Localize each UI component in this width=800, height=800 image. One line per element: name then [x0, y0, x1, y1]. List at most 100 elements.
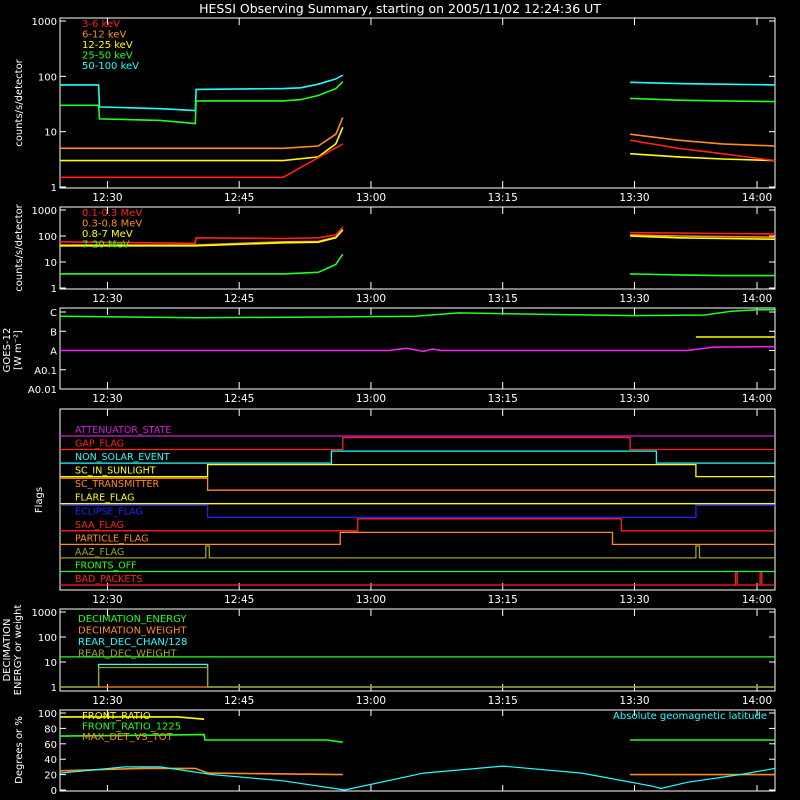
panel1-ytick-label-3: 1000 [32, 17, 57, 28]
panel2-series-0-seg-0 [59, 226, 344, 245]
panel1-series-4-seg-1 [629, 139, 776, 162]
panel4-flag-line-11 [60, 572, 775, 586]
panel1-ytick-label-2: 100 [38, 72, 57, 83]
panel4-flag-label-3: SC_IN_SUNLIGHT [75, 466, 156, 477]
panel2-series-2-seg-0 [60, 229, 344, 247]
panel3-ytick-label-4: A0.01 [28, 385, 57, 396]
panel6-ytick-label-5: 100 [38, 709, 57, 720]
chart-title: HESSI Observing Summary, starting on 200… [199, 1, 601, 16]
panel5-frame [59, 608, 776, 692]
panel4-flag-label-0: ATTENUATOR_STATE [75, 425, 171, 436]
panel4-xtick-label-3: 13:15 [488, 594, 518, 606]
panel6-ytick-label-2: 40 [44, 755, 57, 766]
panel1-xtick-label-5: 14:00 [742, 192, 772, 204]
panel4-ylabel: Flags [34, 487, 45, 513]
panel2-xtick-label-1: 12:45 [224, 293, 254, 305]
panel4-xtick-label-0: 12:30 [92, 594, 122, 606]
panel1-xtick-label-0: 12:30 [92, 192, 122, 204]
panel2-series-2-seg-1 [630, 235, 776, 240]
panel6-ytick-label-3: 60 [44, 740, 57, 751]
panel6-series-2-seg-0 [59, 767, 343, 776]
panel3-ytick-label-2: A [50, 347, 57, 358]
panel2-legend-3: 7-20 MeV [82, 240, 130, 251]
panel5-legend-2: REAR_DEC_CHAN/128 [78, 637, 187, 648]
panel1-series-4-seg-0 [60, 143, 344, 179]
panel5-xtick-label-2: 13:00 [356, 695, 386, 707]
panel3-ylabel-2: [W m⁻²] [13, 330, 24, 370]
panel1-legend-4: 50-100 keV [82, 61, 139, 72]
panel4-frame [59, 408, 776, 591]
panel2-ytick-label-3: 1000 [32, 206, 57, 217]
panel3-ylabel-1: GOES-12 [2, 328, 13, 373]
panel4-flag-label-1: GAP_FLAG [75, 439, 124, 450]
panel6-legend-1: FRONT_RATIO_1225 [82, 722, 181, 733]
panel1-legend-2: 12-25 keV [82, 40, 133, 51]
panel5-xtick-label-4: 13:30 [619, 695, 649, 707]
panel5-xtick-label-1: 12:45 [224, 695, 254, 707]
panel5-ylabel-1: DECIMATION [2, 618, 13, 681]
panel5-legend-3: REAR_DEC_WEIGHT [78, 649, 177, 660]
panel3-xtick-label-0: 12:30 [92, 393, 122, 405]
panel2-series-1-seg-1 [630, 234, 776, 238]
panel1-series-2-seg-1 [630, 133, 776, 147]
panel5-ytick-label-0: 1 [51, 683, 57, 694]
panel1-series-0-seg-1 [630, 81, 776, 86]
panel5-ytick-label-3: 1000 [32, 608, 57, 619]
panel6-series-3 [59, 765, 776, 791]
panel1-series-2-seg-0 [60, 117, 344, 150]
data-layer [59, 74, 776, 791]
panel4-flag-label-7: SAA_FLAG [75, 520, 124, 531]
panel4-flag-line-4 [60, 477, 775, 491]
panel5-xtick-label-0: 12:30 [92, 695, 122, 707]
panel5-ytick-label-1: 10 [44, 658, 57, 669]
panel3-series-1 [60, 345, 776, 353]
panel1-xtick-label-4: 13:30 [619, 192, 649, 204]
panel1-legend-0: 3-6 keV [82, 19, 120, 30]
panel4-flag-label-9: AAZ_FLAG [75, 547, 124, 558]
panel6-series-1-seg-0 [60, 716, 205, 720]
panel2-legend-0: 0.1-0.3 MeV [82, 208, 142, 219]
panel1-xtick-label-1: 12:45 [224, 192, 254, 204]
panel4-flag-line-7 [60, 518, 775, 532]
panel2-series-0-seg-1 [630, 231, 776, 235]
panel6-annotation: Absolute geomagnetic latitude [613, 711, 767, 722]
panel4-flag-line-2 [60, 450, 775, 464]
panel4-flag-line-3 [60, 463, 775, 478]
panel1-xtick-label-3: 13:15 [488, 192, 518, 204]
panel2-xtick-label-4: 13:30 [619, 293, 649, 305]
panel4-xtick-label-4: 13:30 [619, 594, 649, 606]
panel4-xtick-label-2: 13:00 [356, 594, 386, 606]
panel5-ylabel-2: ENERGY or weight [13, 605, 24, 696]
panel4-flag-label-6: ECLIPSE_FLAG [75, 506, 143, 517]
panel2-ylabel: counts/s/detector [14, 203, 25, 291]
panel4-flag-line-9 [60, 545, 775, 559]
panel1-legend-3: 25-50 keV [82, 51, 133, 62]
panel3-ytick-label-0: C [50, 308, 57, 319]
panel1-series-3-seg-0 [60, 126, 344, 162]
panel2-ytick-label-0: 1 [51, 284, 57, 295]
panel2-series-3-seg-0 [60, 253, 344, 275]
panel4-xtick-label-1: 12:45 [224, 594, 254, 606]
panel1-ytick-label-0: 1 [51, 183, 57, 194]
panel1-series-1-seg-0 [60, 81, 344, 125]
panel5-legend-1: DECIMATION_WEIGHT [78, 626, 187, 637]
panel2-legend-2: 0.8-7 MeV [82, 229, 133, 240]
panel4-flag-label-5: FLARE_FLAG [75, 493, 135, 504]
panel1-xtick-label-2: 13:00 [356, 192, 386, 204]
panel4-flag-label-4: SC_TRANSMITTER [75, 479, 160, 490]
axes-layer [59, 17, 776, 792]
panel3-xtick-label-4: 13:30 [619, 393, 649, 405]
panel6-frame [59, 709, 776, 792]
panel3-xtick-label-2: 13:00 [356, 393, 386, 405]
panel5-legend-0: DECIMATION_ENERGY [78, 614, 187, 625]
panel1-ytick-label-1: 10 [44, 128, 57, 139]
panel5-series-3 [60, 666, 775, 688]
panel1-frame [59, 17, 776, 189]
panel1-series-1-seg-1 [630, 97, 776, 103]
panel4-flag-label-11: BAD_PACKETS [75, 574, 142, 585]
panel6-ytick-label-0: 0 [51, 786, 57, 797]
panel1-ylabel: counts/s/detector [14, 58, 25, 146]
panel6-ylabel: Degrees or % [14, 716, 25, 784]
